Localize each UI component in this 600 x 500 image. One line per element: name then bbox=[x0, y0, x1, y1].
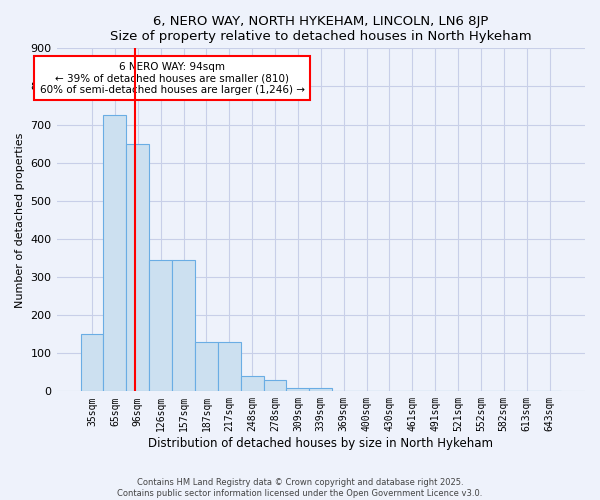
Text: 6 NERO WAY: 94sqm
← 39% of detached houses are smaller (810)
60% of semi-detache: 6 NERO WAY: 94sqm ← 39% of detached hous… bbox=[40, 62, 305, 95]
Bar bbox=[310, 388, 332, 392]
X-axis label: Distribution of detached houses by size in North Hykeham: Distribution of detached houses by size … bbox=[148, 437, 493, 450]
Y-axis label: Number of detached properties: Number of detached properties bbox=[15, 132, 25, 308]
Bar bbox=[286, 388, 310, 392]
Title: 6, NERO WAY, NORTH HYKEHAM, LINCOLN, LN6 8JP
Size of property relative to detach: 6, NERO WAY, NORTH HYKEHAM, LINCOLN, LN6… bbox=[110, 15, 532, 43]
Bar bbox=[127, 144, 149, 392]
Bar bbox=[263, 380, 286, 392]
Bar bbox=[80, 334, 103, 392]
Bar bbox=[195, 342, 218, 392]
Text: Contains HM Land Registry data © Crown copyright and database right 2025.
Contai: Contains HM Land Registry data © Crown c… bbox=[118, 478, 482, 498]
Bar bbox=[241, 376, 263, 392]
Bar bbox=[218, 342, 241, 392]
Bar bbox=[103, 115, 127, 392]
Bar bbox=[172, 260, 195, 392]
Bar bbox=[149, 260, 172, 392]
